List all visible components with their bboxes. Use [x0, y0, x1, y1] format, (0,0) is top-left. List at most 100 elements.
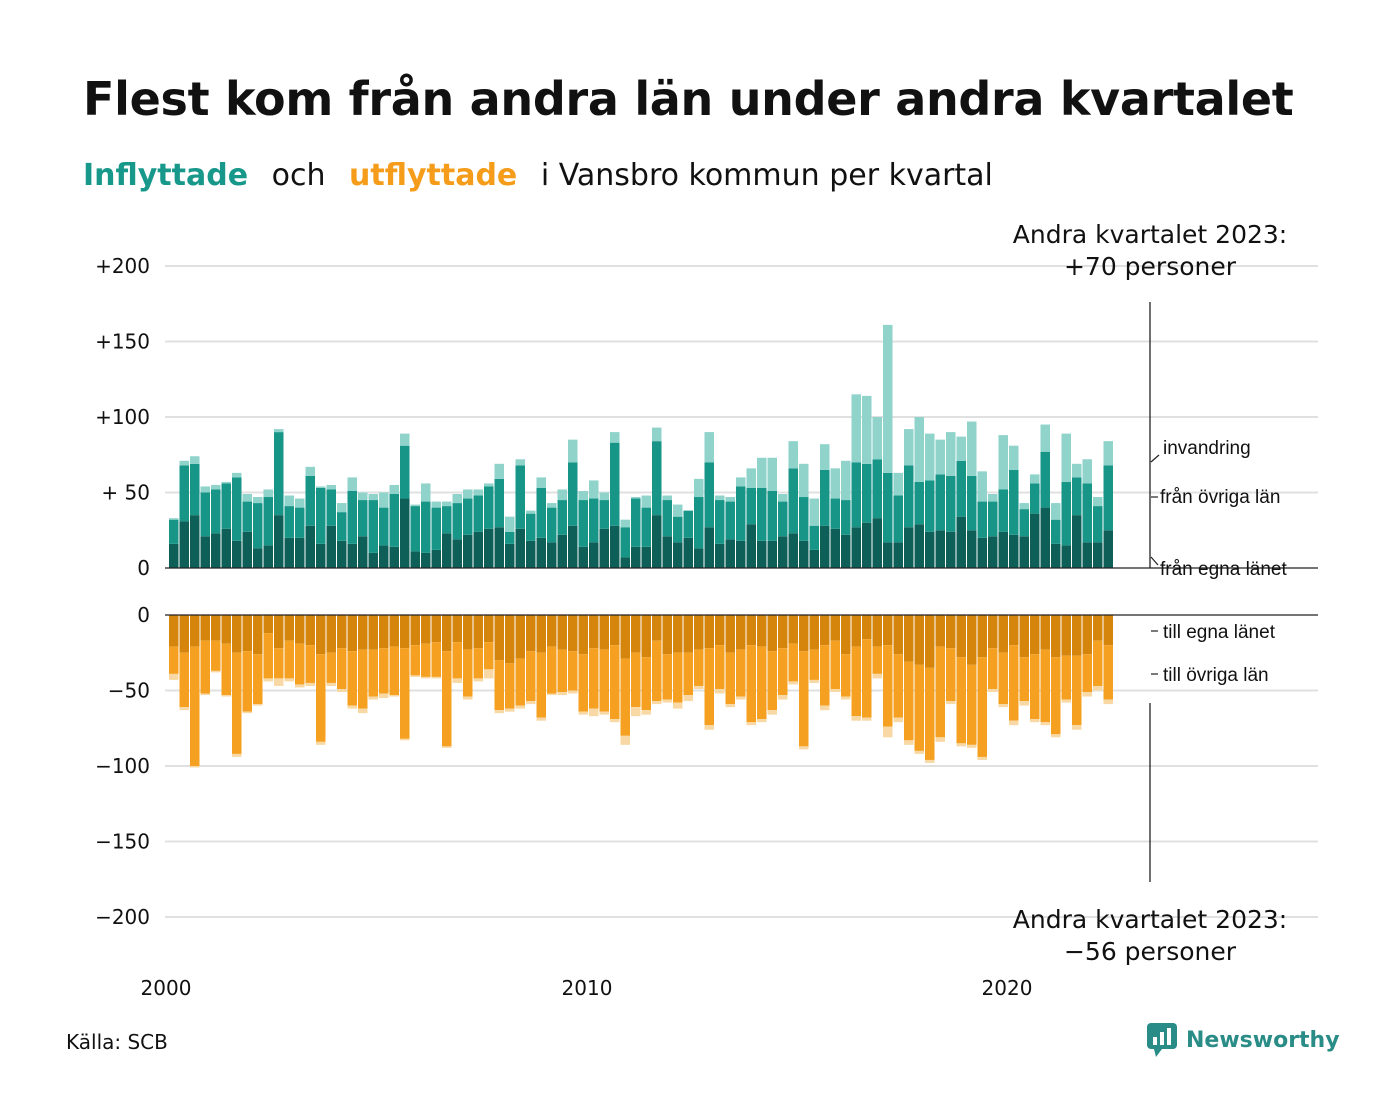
bar-out-2 — [872, 673, 882, 679]
series-label-top: från egna länet — [1160, 559, 1287, 580]
bar-out-1 — [893, 654, 903, 718]
bar-in-0 — [935, 530, 945, 568]
bar-out-2 — [694, 685, 704, 689]
bar-out-2 — [883, 726, 893, 738]
y-tick-label-bottom: −100 — [95, 754, 150, 778]
bar-out-1 — [389, 646, 399, 696]
bar-in-2 — [631, 497, 641, 499]
bar-in-1 — [694, 497, 704, 549]
bar-in-2 — [568, 439, 578, 463]
bar-out-0 — [610, 615, 620, 646]
bar-out-1 — [1040, 649, 1050, 723]
bar-out-2 — [725, 704, 735, 708]
bar-out-2 — [421, 676, 431, 679]
bar-out-2 — [410, 675, 420, 677]
bar-out-0 — [967, 615, 977, 665]
y-tick-label-bottom: 0 — [137, 603, 150, 627]
bar-out-2 — [389, 695, 399, 697]
bar-out-0 — [893, 615, 903, 655]
bar-in-1 — [851, 462, 861, 528]
bar-out-1 — [305, 645, 315, 683]
bar-out-0 — [221, 615, 231, 644]
bar-in-2 — [1051, 503, 1061, 520]
bar-out-1 — [956, 657, 966, 744]
bar-in-2 — [347, 477, 357, 491]
bar-in-2 — [872, 417, 882, 460]
bar-out-2 — [715, 688, 725, 694]
bar-in-0 — [610, 525, 620, 568]
bar-out-1 — [536, 652, 546, 718]
bar-in-0 — [862, 522, 872, 568]
bar-out-1 — [431, 642, 441, 677]
bar-in-2 — [662, 495, 672, 501]
bar-out-2 — [1072, 725, 1082, 730]
bar-in-1 — [484, 486, 494, 529]
bar-out-2 — [1009, 720, 1019, 726]
bar-out-1 — [967, 664, 977, 745]
bar-in-0 — [1082, 542, 1092, 568]
bar-out-2 — [746, 722, 756, 726]
bar-in-1 — [641, 507, 651, 547]
bar-in-1 — [274, 432, 284, 516]
bar-out-2 — [652, 701, 662, 705]
bar-in-2 — [400, 433, 410, 446]
bar-out-0 — [778, 615, 788, 649]
bar-out-0 — [673, 615, 683, 653]
bar-in-0 — [599, 528, 609, 568]
bar-in-0 — [746, 524, 756, 568]
bar-out-2 — [253, 704, 263, 706]
bar-in-2 — [557, 489, 567, 501]
bar-in-1 — [221, 483, 231, 529]
bar-in-0 — [473, 531, 483, 568]
bar-out-0 — [883, 615, 893, 646]
bar-in-0 — [1019, 536, 1029, 568]
bar-out-0 — [1082, 615, 1092, 655]
bar-out-1 — [620, 658, 630, 736]
bar-out-2 — [452, 678, 462, 683]
bar-out-1 — [1103, 645, 1113, 700]
bar-out-1 — [578, 654, 588, 712]
bar-in-1 — [421, 501, 431, 553]
bar-in-2 — [316, 486, 326, 488]
bar-out-1 — [295, 643, 305, 685]
bar-out-2 — [179, 707, 189, 711]
bar-out-1 — [326, 652, 336, 683]
bar-in-1 — [809, 525, 819, 550]
bar-out-2 — [358, 708, 368, 714]
bar-out-0 — [295, 615, 305, 644]
bar-out-2 — [788, 681, 798, 685]
bar-in-1 — [1103, 465, 1113, 531]
bar-out-0 — [1030, 615, 1040, 655]
bar-in-0 — [337, 540, 347, 568]
bar-out-1 — [179, 652, 189, 708]
bar-out-0 — [337, 615, 347, 649]
chart-subtitle: Inflyttade och utflyttade i Vansbro komm… — [83, 158, 993, 193]
bar-in-2 — [169, 518, 179, 520]
bar-in-2 — [484, 483, 494, 487]
bar-in-0 — [442, 533, 452, 568]
bar-in-0 — [1030, 513, 1040, 568]
bar-in-2 — [1019, 503, 1029, 510]
bar-out-1 — [1061, 655, 1071, 700]
bar-in-2 — [694, 478, 704, 498]
bar-in-1 — [904, 465, 914, 528]
bar-out-2 — [400, 738, 410, 741]
bar-out-2 — [232, 753, 242, 757]
y-tick-label-bottom: −200 — [95, 905, 150, 929]
bar-in-2 — [1009, 445, 1019, 470]
bar-in-1 — [715, 500, 725, 544]
bar-out-2 — [211, 670, 221, 673]
bar-out-1 — [221, 643, 231, 696]
bar-in-2 — [242, 494, 252, 502]
bar-in-2 — [526, 510, 536, 514]
bar-in-2 — [505, 516, 515, 532]
bar-in-2 — [914, 417, 924, 482]
bar-out-2 — [1093, 685, 1103, 691]
bar-out-2 — [904, 740, 914, 745]
bar-out-1 — [767, 651, 777, 711]
bar-out-2 — [368, 696, 378, 700]
bar-out-1 — [725, 652, 735, 705]
bar-out-2 — [568, 690, 578, 694]
bar-in-2 — [431, 501, 441, 508]
bar-out-2 — [515, 705, 525, 709]
